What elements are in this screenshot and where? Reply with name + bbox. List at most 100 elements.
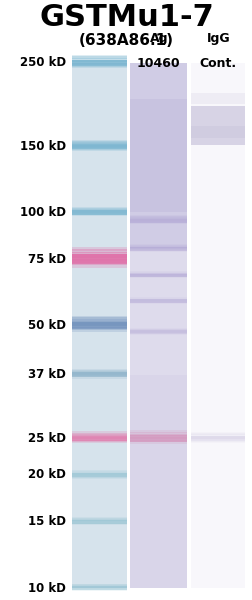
- Bar: [72, 520, 126, 521]
- Bar: [190, 432, 244, 434]
- Bar: [72, 517, 126, 519]
- Bar: [130, 436, 186, 442]
- Bar: [190, 437, 244, 439]
- Bar: [130, 333, 186, 334]
- Bar: [72, 212, 126, 214]
- Bar: [130, 300, 186, 302]
- Bar: [190, 93, 244, 104]
- Bar: [72, 475, 126, 476]
- Bar: [72, 374, 126, 376]
- Bar: [130, 244, 186, 246]
- Bar: [72, 434, 126, 436]
- Bar: [72, 438, 126, 440]
- Bar: [130, 63, 186, 588]
- Bar: [130, 272, 186, 273]
- Bar: [130, 276, 186, 277]
- Bar: [130, 247, 186, 248]
- Bar: [130, 247, 186, 251]
- Bar: [72, 146, 126, 148]
- Text: 250 kD: 250 kD: [20, 56, 66, 70]
- Bar: [72, 584, 126, 586]
- Bar: [72, 433, 126, 435]
- Bar: [72, 589, 126, 591]
- Bar: [72, 62, 126, 65]
- Bar: [130, 302, 186, 304]
- Bar: [130, 63, 186, 249]
- Text: 37 kD: 37 kD: [28, 368, 66, 381]
- Bar: [130, 328, 186, 329]
- Bar: [130, 331, 186, 332]
- Bar: [72, 436, 126, 442]
- Bar: [72, 254, 126, 265]
- Bar: [190, 434, 244, 437]
- Bar: [190, 440, 244, 442]
- Bar: [130, 274, 186, 276]
- Bar: [72, 477, 126, 479]
- Bar: [190, 106, 244, 145]
- Bar: [72, 473, 126, 477]
- Bar: [130, 245, 186, 247]
- Text: 15 kD: 15 kD: [28, 515, 66, 529]
- Text: (638A86.1): (638A86.1): [79, 33, 173, 48]
- Bar: [72, 58, 126, 61]
- Bar: [72, 586, 126, 590]
- Bar: [72, 316, 126, 319]
- Bar: [130, 299, 186, 301]
- Bar: [72, 523, 126, 525]
- Text: 150 kD: 150 kD: [20, 140, 66, 153]
- Bar: [72, 317, 126, 321]
- Text: Ag: Ag: [149, 32, 167, 45]
- Bar: [72, 370, 126, 372]
- Bar: [72, 583, 126, 585]
- Bar: [72, 60, 126, 66]
- Bar: [72, 206, 126, 209]
- Bar: [130, 221, 186, 223]
- Text: 20 kD: 20 kD: [28, 469, 66, 481]
- Bar: [130, 217, 186, 218]
- Bar: [190, 438, 244, 440]
- Bar: [72, 371, 126, 373]
- Bar: [130, 434, 186, 436]
- Bar: [72, 209, 126, 211]
- Text: IgG: IgG: [206, 32, 229, 45]
- Bar: [130, 329, 186, 331]
- Bar: [72, 589, 126, 590]
- Text: Cont.: Cont.: [199, 57, 236, 70]
- Bar: [130, 438, 186, 441]
- Bar: [72, 143, 126, 146]
- Bar: [130, 299, 186, 300]
- Bar: [72, 213, 126, 215]
- Bar: [130, 374, 186, 588]
- Bar: [72, 211, 126, 213]
- Bar: [72, 210, 126, 215]
- Text: GSTMu1-7: GSTMu1-7: [39, 3, 213, 32]
- Bar: [190, 436, 244, 441]
- Bar: [72, 437, 126, 439]
- Bar: [72, 56, 126, 59]
- Bar: [190, 436, 244, 438]
- Bar: [130, 215, 186, 217]
- Bar: [72, 142, 126, 145]
- Bar: [72, 377, 126, 379]
- Bar: [72, 470, 126, 472]
- Bar: [130, 248, 186, 249]
- Bar: [130, 275, 186, 277]
- Bar: [72, 521, 126, 523]
- Bar: [72, 473, 126, 475]
- Bar: [72, 472, 126, 473]
- Bar: [130, 301, 186, 302]
- Bar: [72, 518, 126, 520]
- Bar: [72, 441, 126, 443]
- Bar: [130, 437, 186, 439]
- Bar: [130, 277, 186, 278]
- Bar: [72, 586, 126, 587]
- Bar: [72, 376, 126, 377]
- Bar: [72, 325, 126, 328]
- Bar: [72, 149, 126, 151]
- Bar: [72, 521, 126, 522]
- Bar: [72, 145, 126, 147]
- Bar: [130, 217, 186, 219]
- Bar: [72, 254, 126, 258]
- Text: 25 kD: 25 kD: [28, 432, 66, 445]
- Bar: [72, 55, 126, 58]
